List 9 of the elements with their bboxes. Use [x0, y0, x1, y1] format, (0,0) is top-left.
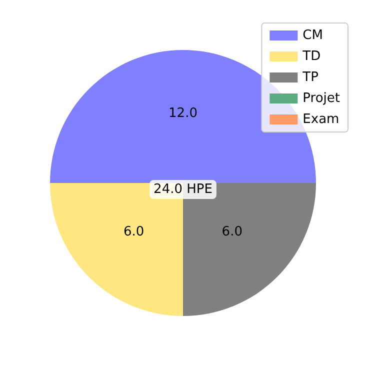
legend-label: Exam: [302, 112, 340, 127]
legend-label: TP: [302, 70, 319, 85]
data-label: 6.0: [124, 224, 144, 240]
text: 24.0 HPE: [154, 182, 212, 197]
data-label: 12.0: [168, 106, 198, 121]
data-label: 6.0: [222, 224, 242, 240]
legend-label: CM: [302, 28, 323, 43]
legend-label: Projet: [302, 91, 340, 106]
legend-label: TD: [302, 49, 321, 64]
